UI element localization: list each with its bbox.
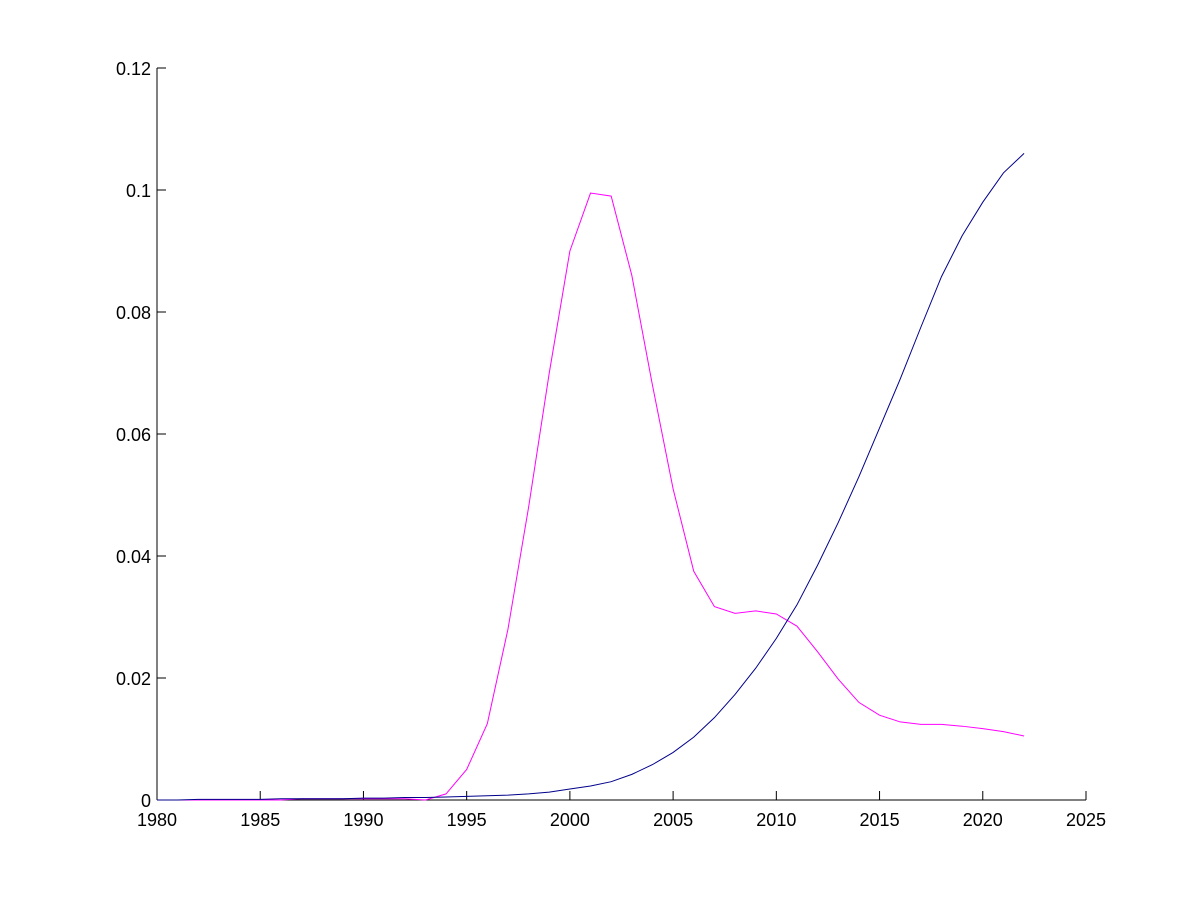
x-tick-label: 1985 [240, 810, 280, 830]
y-tick-label: 0.04 [116, 547, 151, 567]
x-tick-label: 2000 [550, 810, 590, 830]
y-tick-label: 0.1 [126, 181, 151, 201]
y-tick-label: 0.06 [116, 425, 151, 445]
data-line [157, 153, 1025, 801]
y-tick-label: 0.12 [116, 59, 151, 79]
y-tick-label: 0 [141, 791, 151, 811]
x-tick-label: 2015 [860, 810, 900, 830]
x-tick-label: 1980 [137, 810, 177, 830]
x-tick-label: 2020 [963, 810, 1003, 830]
x-tick-label: 1990 [343, 810, 383, 830]
x-tick-label: 1995 [447, 810, 487, 830]
x-tick-label: 2025 [1066, 810, 1106, 830]
x-tick-label: 2010 [756, 810, 796, 830]
y-tick-label: 0.08 [116, 303, 151, 323]
y-tick-label: 0.02 [116, 669, 151, 689]
x-tick-label: 2005 [653, 810, 693, 830]
